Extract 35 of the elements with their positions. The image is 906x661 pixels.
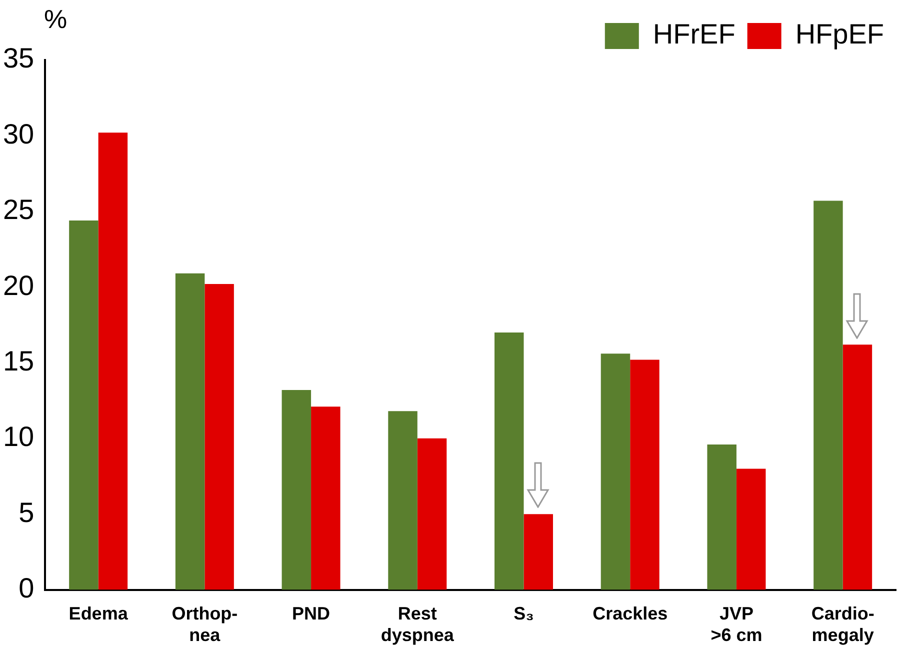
bar [175, 273, 205, 590]
y-tick-label: 30 [2, 118, 34, 150]
y-tick-label: 0 [18, 572, 34, 604]
bar [417, 438, 447, 590]
bar [98, 132, 128, 590]
x-tick-label: Edema [68, 604, 129, 624]
bar [388, 411, 418, 590]
legend-label: HFrEF [652, 18, 736, 50]
x-tick-label: JVP >6 cm [710, 604, 762, 646]
y-tick-label: 35 [2, 42, 34, 74]
bar [707, 444, 736, 590]
y-tick-label: 10 [2, 421, 34, 452]
x-tick-label: S₃ [514, 604, 534, 624]
bar [842, 344, 872, 590]
y-tick-label: 25 [2, 194, 34, 226]
bar [282, 390, 312, 590]
y-axis-title: % [44, 4, 68, 35]
x-tick-label: Cardio- megaly [811, 604, 874, 646]
bar [524, 514, 553, 590]
x-tick-label: Orthop- nea [172, 604, 238, 646]
x-tick-label: Rest dyspnea [380, 604, 455, 646]
bar [311, 406, 340, 590]
bar [494, 332, 524, 590]
bar [600, 354, 630, 590]
y-tick-label: 5 [18, 496, 34, 528]
bar [814, 200, 843, 590]
x-tick-label: PND [292, 604, 330, 624]
x-tick-label: Crackles [592, 604, 668, 624]
legend-label: HFpEF [795, 18, 884, 50]
bar [630, 360, 660, 590]
y-tick-label: 20 [2, 270, 34, 301]
bar [69, 220, 98, 590]
y-tick-label: 15 [2, 345, 34, 376]
bar [204, 284, 234, 590]
bar [736, 468, 766, 590]
